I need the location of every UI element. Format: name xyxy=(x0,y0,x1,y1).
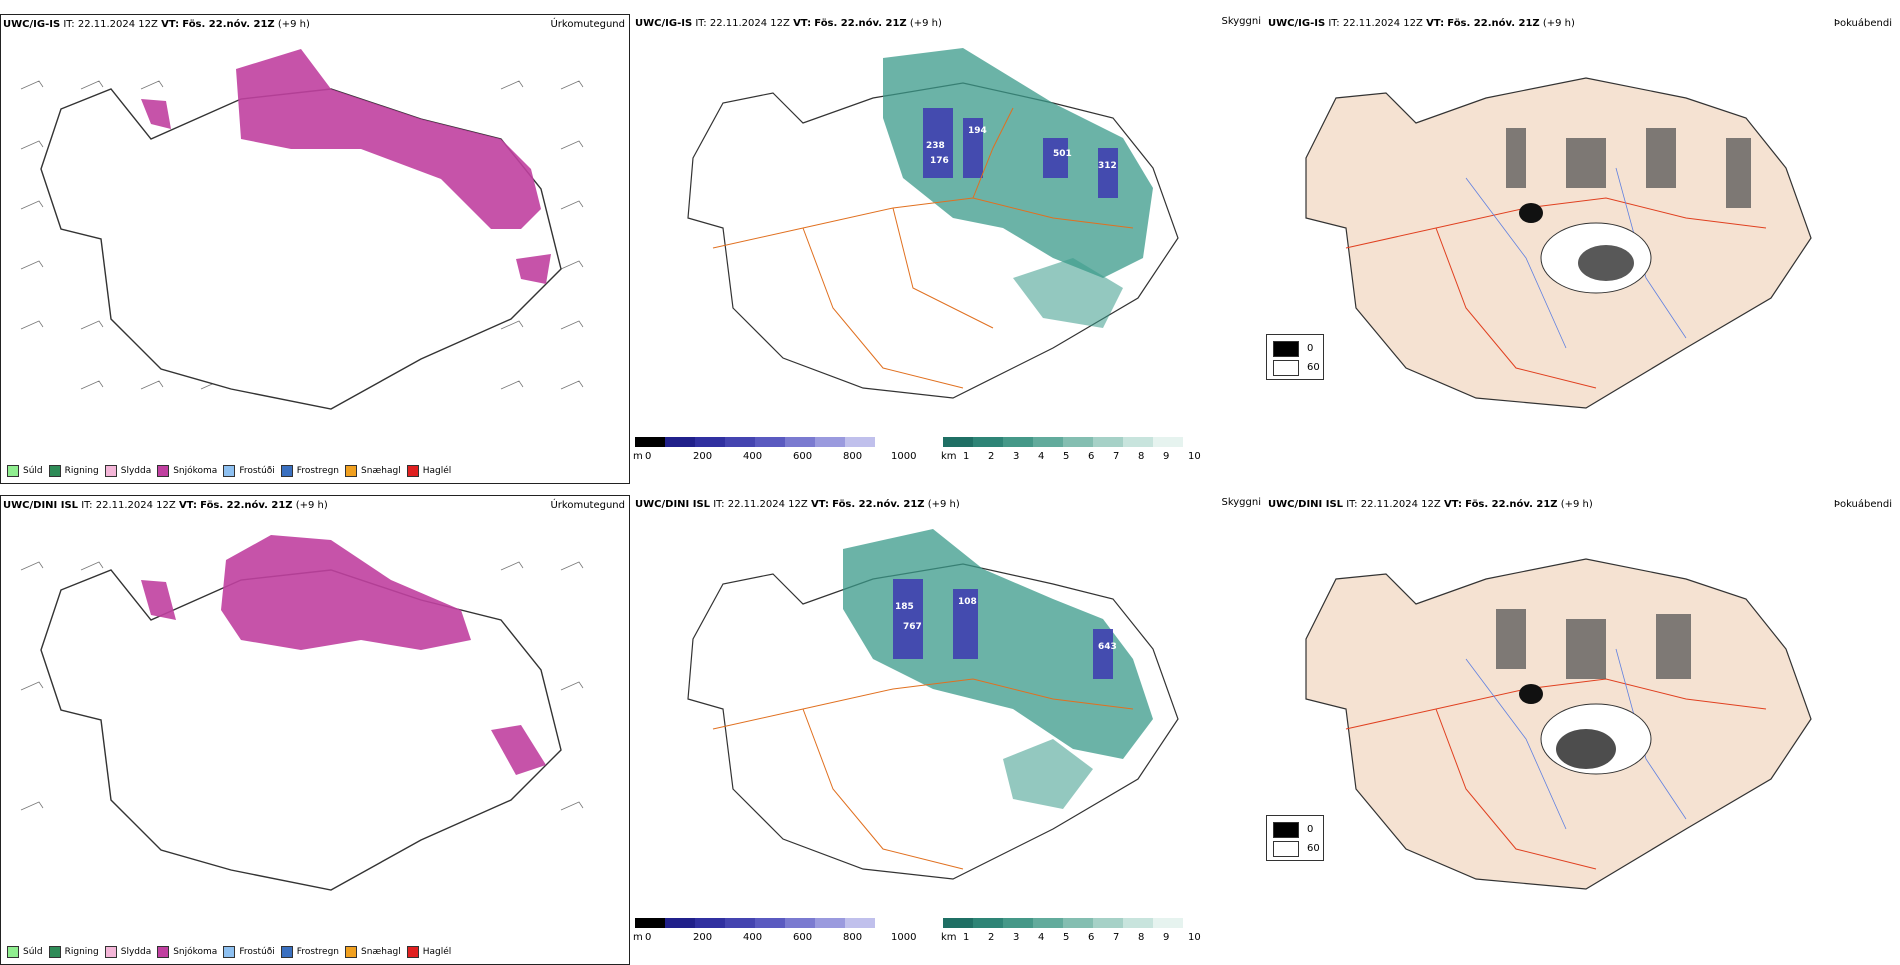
iceland-map-fog xyxy=(1305,77,1812,409)
iceland-map-visibility: 185 767 108 643 xyxy=(687,529,1179,880)
precip-legend: Súld Rigning Slydda Snjókoma Frostúði Fr… xyxy=(7,465,451,477)
panel-title: Úrkomutegund xyxy=(550,19,625,30)
legend-item: Snæhagl xyxy=(345,465,401,477)
svg-text:194: 194 xyxy=(968,126,987,136)
colorbar-row1: m 0 200 400 600 800 1000 km 1 2 3 4 5 6 … xyxy=(633,437,1263,477)
iceland-map-precip xyxy=(20,49,584,410)
svg-text:767: 767 xyxy=(903,622,922,632)
panel-header: UWC/IG-IS IT: 22.11.2024 12Z VT: Fös. 22… xyxy=(3,19,310,30)
height-unit: m xyxy=(633,451,643,462)
precip-legend: Súld Rigning Slydda Snjókoma Frostúði Fr… xyxy=(7,946,451,958)
visibility-low-area xyxy=(883,48,1153,278)
snow-area xyxy=(236,49,541,229)
precip-type-panel-row1: UWC/IG-IS IT: 22.11.2024 12Z VT: Fös. 22… xyxy=(0,14,630,484)
panel-title: Þokuábendi xyxy=(1833,499,1892,510)
panel-header: UWC/IG-IS IT: 22.11.2024 12Z VT: Fös. 22… xyxy=(635,18,942,29)
panel-header: UWC/DINI ISL IT: 22.11.2024 12Z VT: Fös.… xyxy=(3,500,328,511)
panel-header: UWC/DINI ISL IT: 22.11.2024 12Z VT: Fös.… xyxy=(635,499,960,510)
svg-text:501: 501 xyxy=(1053,149,1072,159)
panel-title: Skyggni xyxy=(1221,497,1261,508)
visibility-panel-row1: UWC/IG-IS IT: 22.11.2024 12Z VT: Fös. 22… xyxy=(633,14,1263,484)
legend-item: Haglél xyxy=(406,465,451,477)
panel-title: Þokuábendi xyxy=(1833,18,1892,29)
iceland-map-visibility: 238 176 194 501 312 xyxy=(687,48,1179,399)
fog-panel-row1: UWC/IG-IS IT: 22.11.2024 12Z VT: Fös. 22… xyxy=(1266,14,1900,484)
svg-text:185: 185 xyxy=(895,602,914,612)
panel-header: UWC/DINI ISL IT: 22.11.2024 12Z VT: Fös.… xyxy=(1268,499,1593,510)
colorbar-row2: m 0 200 400 600 800 1000 km 1 2 3 4 5 6 … xyxy=(633,918,1263,958)
precip-type-panel-row2: UWC/DINI ISL IT: 22.11.2024 12Z VT: Fös.… xyxy=(0,495,630,965)
legend-item: Rigning xyxy=(48,465,99,477)
legend-item: Súld xyxy=(7,465,43,477)
svg-text:238: 238 xyxy=(926,141,945,151)
visibility-colorbar xyxy=(943,437,1183,447)
iceland-map-fog xyxy=(1305,558,1812,890)
svg-text:108: 108 xyxy=(958,597,977,607)
roads xyxy=(712,107,1134,389)
height-colorbar xyxy=(635,437,875,447)
iceland-map-precip xyxy=(20,535,584,891)
svg-text:643: 643 xyxy=(1098,642,1117,652)
vis-unit: km xyxy=(941,451,957,462)
legend-item: Frostregn xyxy=(280,465,339,477)
svg-text:176: 176 xyxy=(930,156,949,166)
legend-item: Frostúði xyxy=(223,465,275,477)
visibility-panel-row2: UWC/DINI ISL IT: 22.11.2024 12Z VT: Fös.… xyxy=(633,495,1263,965)
panel-title: Skyggni xyxy=(1221,16,1261,27)
legend-item: Slydda xyxy=(104,465,151,477)
fog-panel-row2: UWC/DINI ISL IT: 22.11.2024 12Z VT: Fös.… xyxy=(1266,495,1900,965)
panel-header: UWC/IG-IS IT: 22.11.2024 12Z VT: Fös. 22… xyxy=(1268,18,1575,29)
fog-colorbar-box: 0 60 xyxy=(1266,334,1324,380)
wind-barbs xyxy=(20,80,584,390)
legend-item: Snjókoma xyxy=(157,465,217,477)
fog-colorbar-box: 0 60 xyxy=(1266,815,1324,861)
svg-text:312: 312 xyxy=(1098,161,1117,171)
height-labels: 238 176 194 501 312 xyxy=(926,126,1117,171)
panel-title: Úrkomutegund xyxy=(550,500,625,511)
